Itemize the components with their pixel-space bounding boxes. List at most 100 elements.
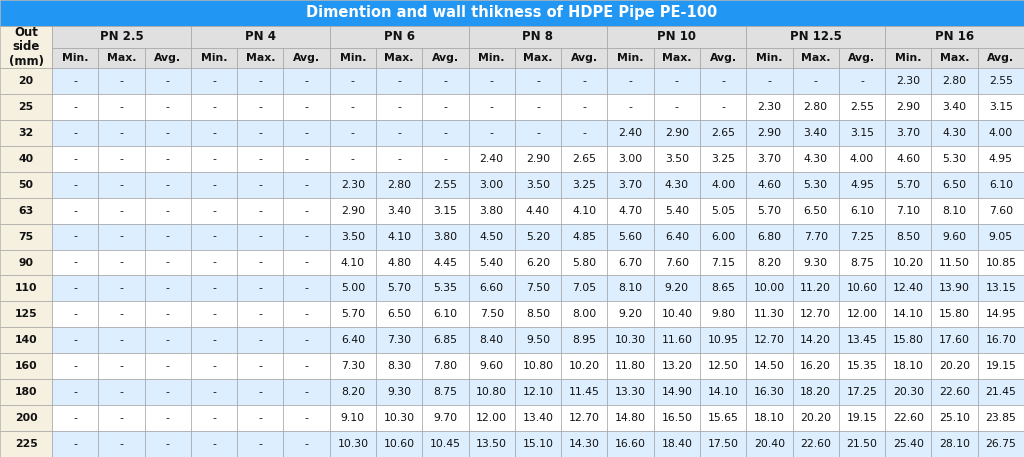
Text: -: - xyxy=(120,180,123,190)
Text: PN 6: PN 6 xyxy=(384,31,415,43)
Text: 3.80: 3.80 xyxy=(479,206,504,216)
Bar xyxy=(284,405,330,431)
Text: -: - xyxy=(860,76,864,86)
Bar xyxy=(978,250,1024,276)
Text: 5.30: 5.30 xyxy=(804,180,827,190)
Bar xyxy=(978,353,1024,379)
Text: 10.95: 10.95 xyxy=(708,335,738,345)
Bar xyxy=(839,276,885,302)
Bar xyxy=(839,120,885,146)
Bar xyxy=(932,223,978,250)
Bar xyxy=(700,94,746,120)
Bar xyxy=(190,431,238,457)
Text: 8.10: 8.10 xyxy=(942,206,967,216)
Bar xyxy=(978,405,1024,431)
Bar xyxy=(376,48,422,68)
Bar xyxy=(607,250,653,276)
Text: -: - xyxy=(629,76,633,86)
Bar xyxy=(98,327,144,353)
Bar xyxy=(376,353,422,379)
Bar xyxy=(330,327,376,353)
Text: -: - xyxy=(258,206,262,216)
Bar xyxy=(793,327,839,353)
Text: -: - xyxy=(73,128,77,138)
Bar xyxy=(793,223,839,250)
Text: -: - xyxy=(212,180,216,190)
Bar xyxy=(190,94,238,120)
Text: 13.50: 13.50 xyxy=(476,439,507,449)
Bar xyxy=(422,276,469,302)
Bar xyxy=(0,431,52,457)
Text: -: - xyxy=(397,154,401,164)
Text: 5.60: 5.60 xyxy=(618,232,643,242)
Bar xyxy=(932,146,978,172)
Text: 9.20: 9.20 xyxy=(665,283,689,293)
Bar xyxy=(653,48,700,68)
Bar xyxy=(839,431,885,457)
Bar xyxy=(98,379,144,405)
Bar xyxy=(238,120,284,146)
Bar xyxy=(52,353,98,379)
Text: 6.60: 6.60 xyxy=(479,283,504,293)
Text: 22.60: 22.60 xyxy=(893,413,924,423)
Text: 2.55: 2.55 xyxy=(989,76,1013,86)
Text: 10.00: 10.00 xyxy=(754,283,785,293)
Text: 14.30: 14.30 xyxy=(568,439,600,449)
Text: -: - xyxy=(397,128,401,138)
Text: 16.70: 16.70 xyxy=(985,335,1017,345)
Bar xyxy=(190,223,238,250)
Text: 125: 125 xyxy=(14,309,37,319)
Text: -: - xyxy=(443,154,447,164)
Text: 12.00: 12.00 xyxy=(847,309,878,319)
Text: Min.: Min. xyxy=(617,53,644,63)
Bar xyxy=(422,172,469,198)
Text: 8.50: 8.50 xyxy=(526,309,550,319)
Text: 21.45: 21.45 xyxy=(985,387,1016,397)
Bar xyxy=(607,48,653,68)
Text: -: - xyxy=(443,76,447,86)
Text: Max.: Max. xyxy=(940,53,970,63)
Text: -: - xyxy=(489,76,494,86)
Text: 10.80: 10.80 xyxy=(522,361,554,371)
Bar xyxy=(839,250,885,276)
Bar xyxy=(885,26,1024,48)
Text: 3.00: 3.00 xyxy=(479,180,504,190)
Bar xyxy=(376,431,422,457)
Text: 2.30: 2.30 xyxy=(758,102,781,112)
Text: -: - xyxy=(120,102,123,112)
Bar xyxy=(932,276,978,302)
Bar xyxy=(238,68,284,94)
Bar xyxy=(376,250,422,276)
Bar xyxy=(700,250,746,276)
Bar xyxy=(144,405,190,431)
Text: 3.25: 3.25 xyxy=(572,180,596,190)
Bar xyxy=(515,48,561,68)
Bar xyxy=(0,250,52,276)
Bar xyxy=(653,250,700,276)
Text: -: - xyxy=(73,257,77,267)
Bar xyxy=(653,327,700,353)
Text: -: - xyxy=(304,361,308,371)
Text: -: - xyxy=(166,154,170,164)
Bar xyxy=(98,405,144,431)
Text: -: - xyxy=(120,361,123,371)
Text: 4.10: 4.10 xyxy=(341,257,365,267)
Bar xyxy=(653,353,700,379)
Text: -: - xyxy=(73,283,77,293)
Bar xyxy=(284,172,330,198)
Bar xyxy=(330,405,376,431)
Bar xyxy=(284,302,330,327)
Bar xyxy=(885,353,932,379)
Text: 40: 40 xyxy=(18,154,34,164)
Text: 17.60: 17.60 xyxy=(939,335,970,345)
Bar xyxy=(839,353,885,379)
Text: -: - xyxy=(120,413,123,423)
Bar xyxy=(839,146,885,172)
Bar xyxy=(238,94,284,120)
Bar xyxy=(515,327,561,353)
Bar xyxy=(52,94,98,120)
Bar xyxy=(376,94,422,120)
Bar xyxy=(284,250,330,276)
Bar xyxy=(422,68,469,94)
Bar xyxy=(190,250,238,276)
